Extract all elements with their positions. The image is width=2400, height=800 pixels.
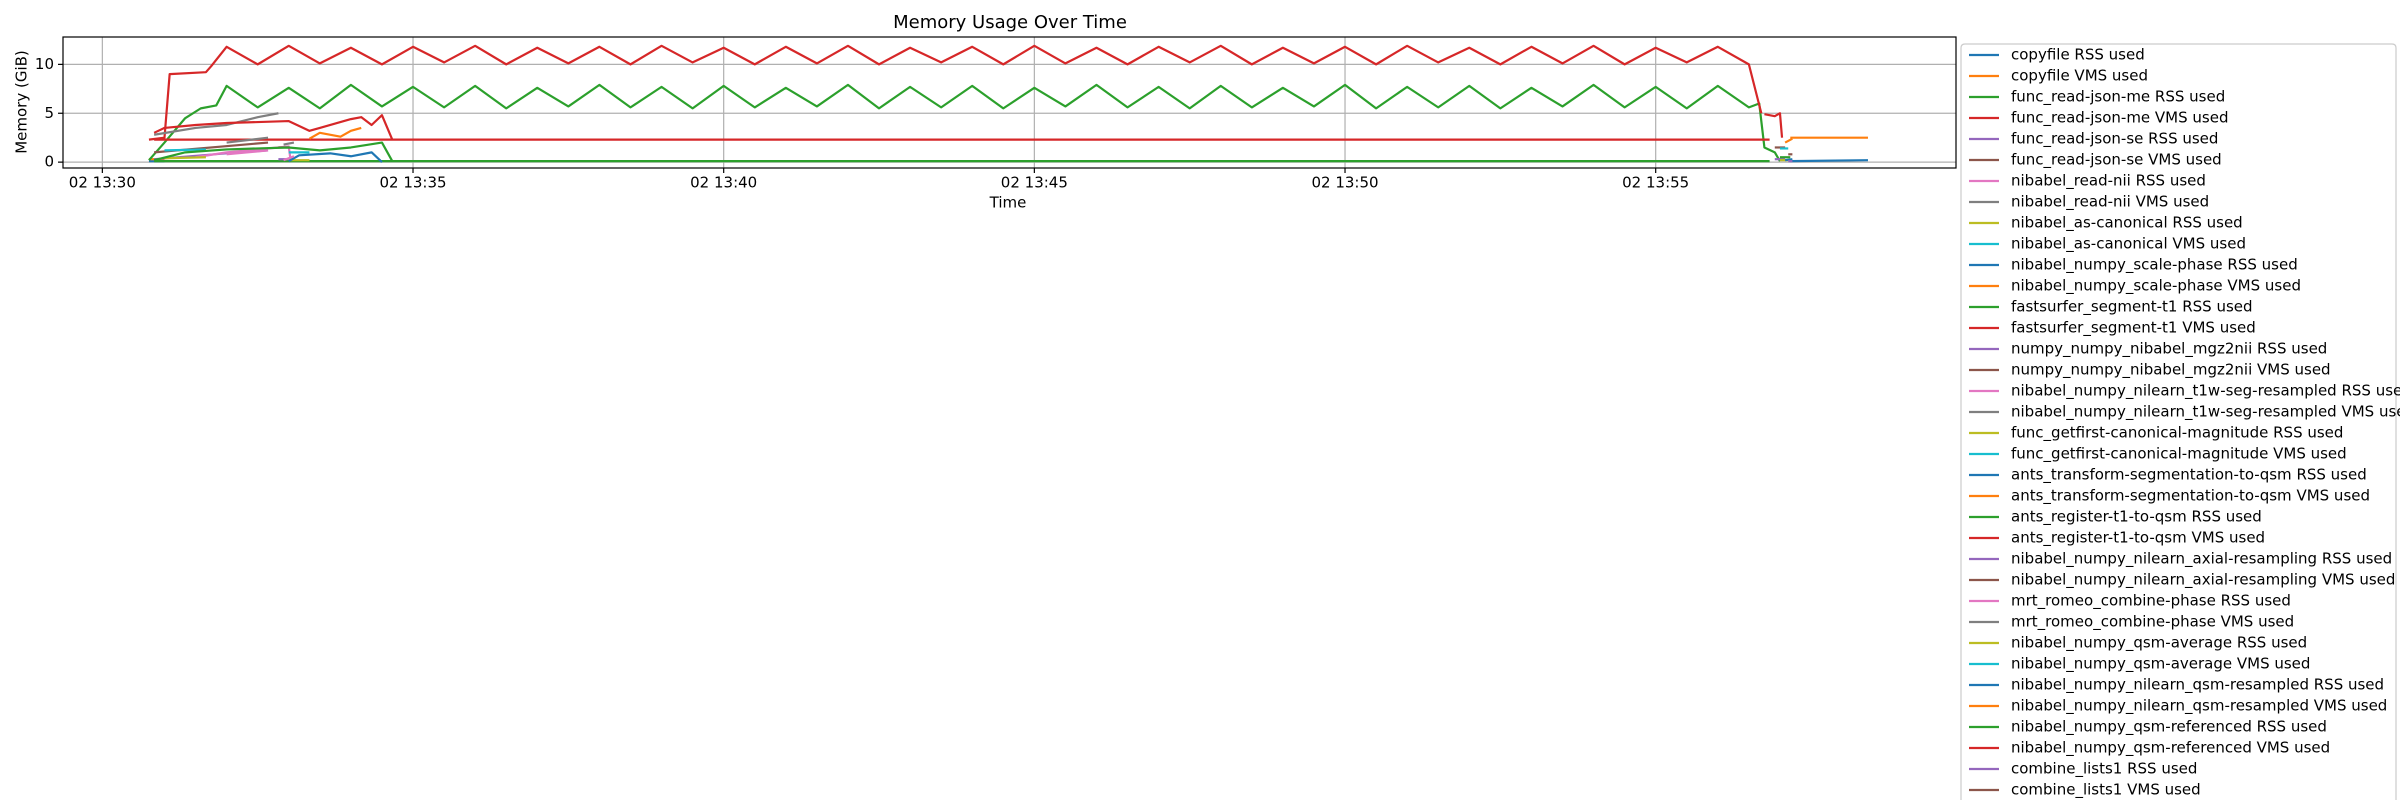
x-tick-label: 02 13:30 [69, 174, 136, 192]
y-tick-label: 0 [44, 153, 54, 171]
legend-label: func_getfirst-canonical-magnitude RSS us… [2011, 424, 2343, 443]
series-line [283, 141, 295, 146]
series-line [1764, 112, 1784, 138]
legend-label: nibabel_numpy_nilearn_axial-resampling V… [2011, 571, 2395, 590]
y-tick-label: 5 [44, 104, 54, 122]
legend-label: func_read-json-se VMS used [2011, 151, 2222, 170]
series-line [164, 156, 206, 160]
series-line [153, 114, 394, 141]
legend-label: numpy_numpy_nibabel_mgz2nii VMS used [2011, 361, 2331, 380]
legend-label: nibabel_numpy_nilearn_qsm-resampled VMS … [2011, 697, 2387, 716]
legend-label: copyfile RSS used [2011, 46, 2145, 64]
legend-label: nibabel_numpy_scale-phase RSS used [2011, 256, 2298, 275]
legend-label: ants_transform-segmentation-to-qsm VMS u… [2011, 487, 2370, 506]
series-line [164, 148, 206, 152]
x-axis-label: Time [989, 194, 1027, 212]
plot-frame [62, 36, 1957, 169]
x-tick-label: 02 13:40 [690, 174, 757, 192]
legend-label: nibabel_as-canonical RSS used [2011, 214, 2243, 233]
x-tick-label: 02 13:55 [1622, 174, 1689, 192]
legend-label: nibabel_as-canonical VMS used [2011, 235, 2246, 254]
series-line [226, 136, 269, 144]
legend-label: ants_register-t1-to-qsm VMS used [2011, 529, 2265, 548]
x-tick-label: 02 13:45 [1001, 174, 1068, 192]
legend-label: nibabel_numpy_qsm-average VMS used [2011, 655, 2310, 674]
legend-label: nibabel_numpy_qsm-average RSS used [2011, 634, 2307, 653]
y-axis-label: Memory (GiB) [13, 50, 31, 154]
legend-label: numpy_numpy_nibabel_mgz2nii RSS used [2011, 340, 2327, 359]
legend-label: nibabel_numpy_nilearn_t1w-seg-resampled … [2011, 403, 2400, 422]
legend-label: combine_lists1 VMS used [2011, 781, 2201, 800]
legend-label: nibabel_numpy_qsm-referenced VMS used [2011, 739, 2330, 758]
legend-label: ants_transform-segmentation-to-qsm RSS u… [2011, 466, 2367, 485]
legend-label: combine_lists1 RSS used [2011, 760, 2197, 779]
series-line [148, 44, 1763, 141]
x-tick-label: 02 13:35 [379, 174, 446, 192]
legend-label: nibabel_numpy_scale-phase VMS used [2011, 277, 2301, 296]
chart-title: Memory Usage Over Time [893, 12, 1127, 33]
legend-label: copyfile VMS used [2011, 67, 2148, 85]
legend-label: nibabel_numpy_qsm-referenced RSS used [2011, 718, 2327, 737]
series-line [1784, 137, 1793, 144]
legend-box [1960, 43, 2397, 800]
legend-label: nibabel_numpy_nilearn_t1w-seg-resampled … [2011, 382, 2400, 401]
series-line [226, 149, 269, 156]
x-tick-label: 02 13:50 [1311, 174, 1378, 192]
legend-label: func_read-json-se RSS used [2011, 130, 2218, 149]
legend-label: nibabel_read-nii VMS used [2011, 193, 2209, 212]
series-line [148, 83, 1781, 162]
legend-label: nibabel_numpy_nilearn_axial-resampling R… [2011, 550, 2392, 569]
series-line [1784, 158, 1793, 162]
legend-label: nibabel_read-nii RSS used [2011, 172, 2206, 191]
legend-label: fastsurfer_segment-t1 VMS used [2011, 319, 2256, 338]
series-line [308, 126, 362, 140]
series-line [1790, 159, 1868, 163]
y-tick-label: 10 [35, 55, 54, 73]
legend-label: ants_register-t1-to-qsm RSS used [2011, 508, 2262, 527]
series-line [153, 141, 394, 162]
series-line [283, 155, 295, 162]
series-line [153, 112, 279, 136]
legend-label: mrt_romeo_combine-phase VMS used [2011, 613, 2294, 632]
legend-label: fastsurfer_segment-t1 RSS used [2011, 298, 2253, 317]
legend-label: mrt_romeo_combine-phase RSS used [2011, 592, 2291, 611]
legend-label: func_read-json-me RSS used [2011, 88, 2225, 107]
legend-label: func_getfirst-canonical-magnitude VMS us… [2011, 445, 2347, 464]
legend-label: func_read-json-me VMS used [2011, 109, 2229, 128]
series-line [288, 151, 383, 163]
legend-label: nibabel_numpy_nilearn_qsm-resampled RSS … [2011, 676, 2384, 695]
